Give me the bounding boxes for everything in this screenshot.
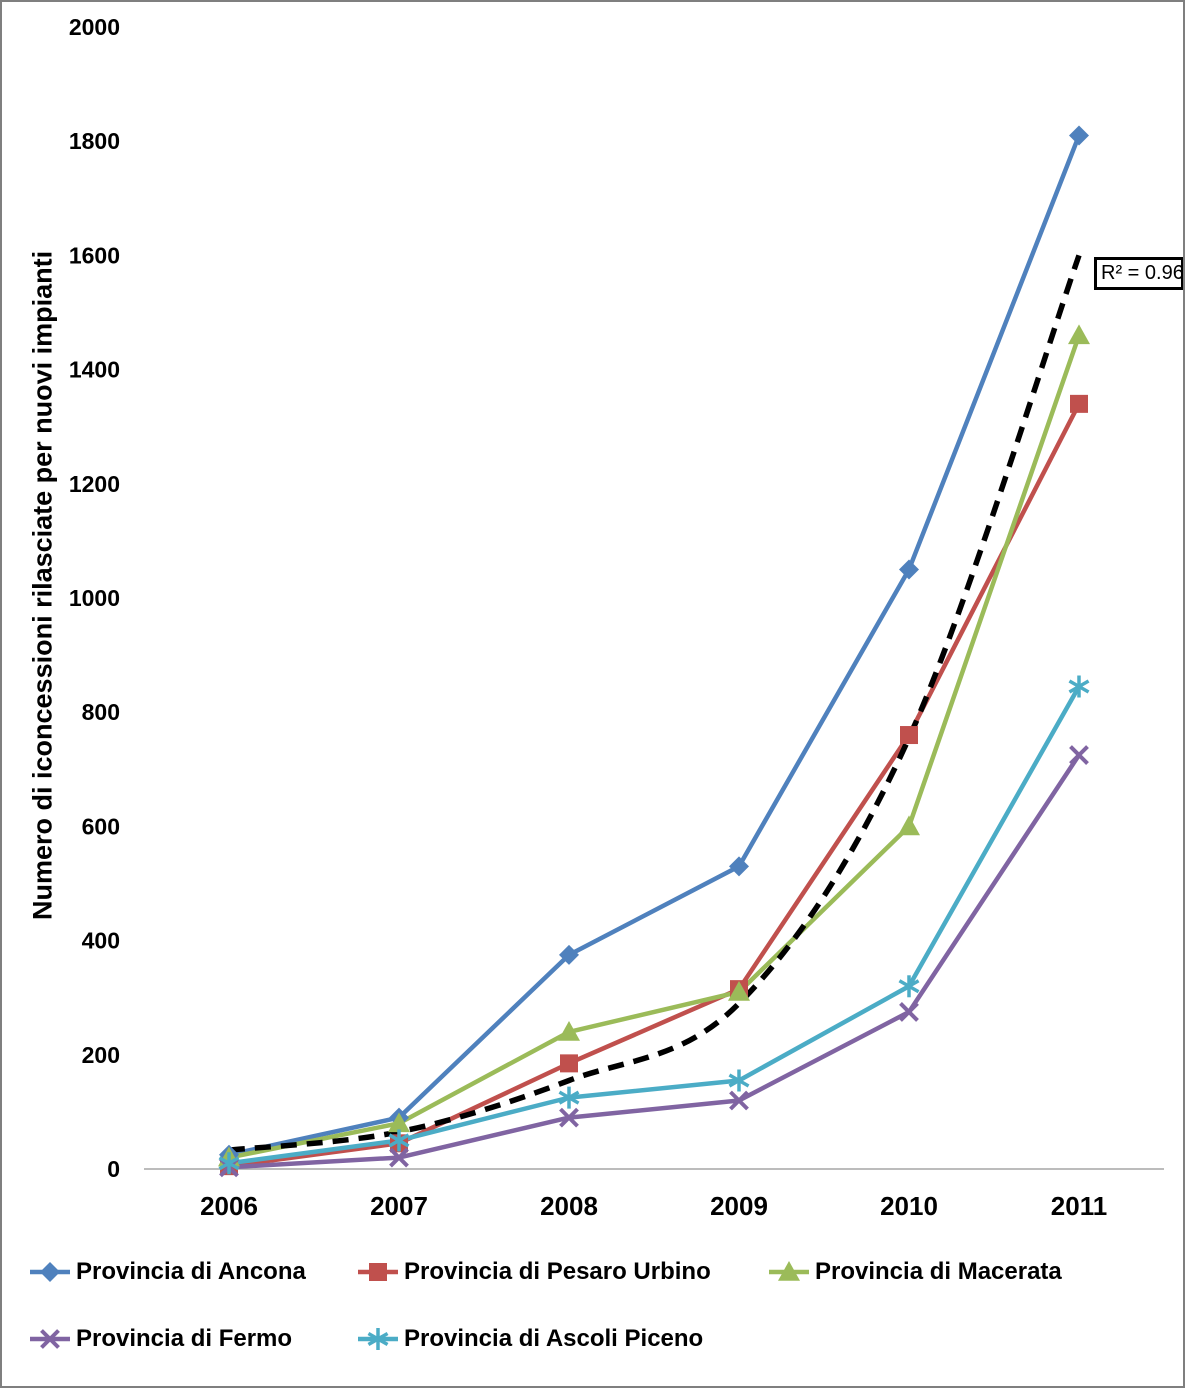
triangle-marker-icon — [898, 815, 920, 836]
x-tick-label: 2006 — [200, 1191, 258, 1221]
asterisk-marker-icon — [388, 1129, 410, 1152]
x-marker-icon — [729, 1090, 749, 1111]
triangle-marker-icon — [728, 980, 750, 1001]
y-tick-label: 0 — [107, 1156, 120, 1182]
trendline-r2-label: R² = 0.96 — [1094, 257, 1183, 290]
legend-label: Provincia di Macerata — [815, 1258, 1062, 1285]
square-marker-icon — [900, 726, 918, 745]
asterisk-marker-icon — [367, 1328, 389, 1350]
asterisk-marker-icon — [898, 975, 920, 998]
y-tick-label: 1800 — [69, 128, 120, 154]
y-tick-label: 1600 — [69, 242, 120, 268]
legend-item: Provincia di Ancona — [30, 1252, 306, 1292]
triangle-marker-icon — [388, 1112, 410, 1133]
diamond-marker-icon — [40, 1262, 60, 1282]
series-line — [228, 134, 1082, 1157]
series-line — [228, 753, 1081, 1170]
legend-marker-icon — [30, 1329, 70, 1349]
diamond-marker-icon — [899, 559, 919, 580]
x-marker-icon — [899, 1002, 919, 1022]
diamond-marker-icon — [729, 856, 749, 877]
triangle-marker-icon — [1068, 324, 1090, 345]
x-tick-label: 2007 — [370, 1191, 428, 1221]
legend-item: Provincia di Macerata — [769, 1252, 1062, 1292]
y-tick-label: 200 — [82, 1042, 120, 1068]
asterisk-marker-icon — [218, 1152, 240, 1175]
legend-label: Provincia di Ancona — [76, 1258, 306, 1285]
legend-item: Provincia di Fermo — [30, 1319, 292, 1359]
legend-label: Provincia di Pesaro Urbino — [404, 1258, 711, 1285]
series-line — [228, 685, 1081, 1166]
legend-marker-icon — [358, 1263, 398, 1281]
x-marker-icon — [40, 1329, 60, 1349]
y-tick-label: 1200 — [69, 471, 120, 497]
triangle-marker-icon — [558, 1020, 580, 1041]
legend-label: Provincia di Fermo — [76, 1325, 293, 1352]
legend-item: Provincia di Pesaro Urbino — [358, 1252, 711, 1292]
x-marker-icon — [559, 1107, 579, 1128]
diamond-marker-icon — [1069, 125, 1089, 146]
asterisk-marker-icon — [728, 1069, 750, 1092]
x-tick-label: 2009 — [710, 1191, 768, 1221]
y-tick-label: 400 — [82, 928, 120, 954]
y-tick-label: 600 — [82, 813, 120, 839]
y-tick-label: 1400 — [69, 357, 120, 383]
x-tick-label: 2011 — [1051, 1191, 1107, 1221]
series-line — [228, 334, 1082, 1160]
asterisk-marker-icon — [1068, 675, 1090, 698]
y-tick-label: 1000 — [69, 585, 120, 611]
series-line — [228, 402, 1082, 1169]
square-marker-icon — [1070, 394, 1088, 413]
legend-marker-icon — [30, 1262, 70, 1282]
y-tick-label: 800 — [82, 699, 120, 725]
legend-marker-icon — [358, 1328, 398, 1350]
legend-marker-icon — [769, 1261, 809, 1281]
asterisk-marker-icon — [558, 1086, 580, 1109]
legend-item: Provincia di Ascoli Piceno — [358, 1319, 703, 1359]
x-marker-icon — [1069, 745, 1089, 765]
legend-label: Provincia di Ascoli Piceno — [404, 1325, 704, 1352]
diamond-marker-icon — [559, 944, 579, 965]
y-tick-label: 2000 — [69, 14, 120, 40]
x-tick-label: 2010 — [880, 1191, 938, 1221]
x-tick-label: 2008 — [540, 1191, 598, 1221]
x-marker-icon — [389, 1147, 409, 1168]
triangle-marker-icon — [778, 1261, 800, 1281]
square-marker-icon — [560, 1054, 578, 1073]
square-marker-icon — [369, 1263, 387, 1281]
y-axis-title: Numero di iconcessioni rilasciate per nu… — [27, 250, 58, 921]
